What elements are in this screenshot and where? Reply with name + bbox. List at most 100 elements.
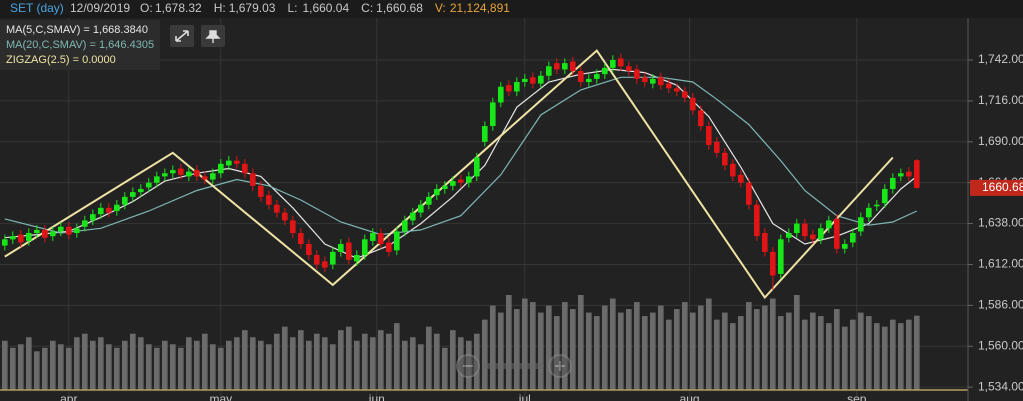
- candle-body: [170, 170, 176, 174]
- volume-bar: [554, 316, 560, 390]
- candle-body: [914, 160, 920, 188]
- candle-body: [258, 185, 264, 197]
- candle-body: [234, 160, 240, 164]
- candle-body: [162, 173, 168, 177]
- volume-bar: [370, 337, 376, 390]
- candle-body: [802, 223, 808, 237]
- volume-bar: [114, 347, 120, 390]
- candle-body: [58, 226, 64, 232]
- volume-bar: [658, 305, 664, 390]
- volume-bar: [514, 309, 520, 390]
- volume-bar: [298, 330, 304, 390]
- legend-entry: MA(5,C,SMAV) = 1,668.3840: [6, 24, 148, 36]
- volume-bar: [194, 340, 200, 390]
- candle-body: [106, 207, 112, 213]
- volume-bar: [282, 326, 288, 390]
- candle-body: [594, 74, 600, 79]
- candle-body: [866, 207, 872, 218]
- symbol: SET (day): [10, 1, 64, 15]
- volume-bar: [106, 344, 112, 390]
- candle-body: [554, 63, 560, 70]
- volume-bar: [146, 344, 152, 390]
- volume-bar: [210, 344, 216, 390]
- volume-bar: [434, 333, 440, 390]
- candle-body: [146, 182, 152, 188]
- y-tick-label: 1,690.00: [978, 134, 1023, 148]
- candle-body: [66, 226, 72, 235]
- volume-bar: [490, 305, 496, 390]
- volume-bar: [906, 319, 912, 390]
- candle-body: [578, 71, 584, 83]
- candle-body: [514, 82, 520, 92]
- candle-body: [466, 176, 472, 183]
- volume-bar: [738, 316, 744, 390]
- candle-body: [386, 242, 392, 252]
- candle-body: [378, 233, 384, 245]
- volume-bar: [626, 309, 632, 390]
- candle-body: [770, 251, 776, 276]
- y-tick-label: 1,638.00: [978, 216, 1023, 230]
- volume-bar: [674, 309, 680, 390]
- candle-body: [570, 61, 576, 72]
- indicator-line: [4, 49, 894, 300]
- volume-bar: [138, 337, 144, 390]
- candle-body: [242, 163, 248, 174]
- candle-body: [674, 88, 680, 92]
- y-axis: 1,534.00 1,560.00 1,586.00 1,612.00 1,638.00…: [968, 52, 1023, 393]
- volume-bar: [714, 319, 720, 390]
- volume-bar: [634, 302, 640, 390]
- candle-body: [314, 255, 320, 265]
- candle-body: [18, 234, 24, 243]
- volume-bar: [314, 333, 320, 390]
- scroll-widget[interactable]: [456, 354, 572, 378]
- volume-bar: [258, 340, 264, 390]
- volume-bar: [290, 337, 296, 390]
- scroll-track[interactable]: [484, 363, 544, 369]
- candle-body: [290, 220, 296, 234]
- legend-entry: MA(20,C,SMAV) = 1,646.4305: [6, 39, 154, 51]
- candle-body: [562, 63, 568, 70]
- quote-header: SET (day) 12/09/2019 O: 1,678.32 H: 1,679.0…: [10, 1, 510, 15]
- volume-bar: [162, 340, 168, 390]
- quote-label: O:: [140, 1, 153, 15]
- quote-label: L:: [287, 1, 297, 15]
- x-tick-label: may: [209, 392, 232, 401]
- candle-body: [506, 85, 512, 92]
- volume-bar: [362, 333, 368, 390]
- candle-body: [618, 58, 624, 67]
- volume-bar: [746, 302, 752, 390]
- volume-bar: [802, 319, 808, 390]
- volume-bar: [882, 326, 888, 390]
- volume-bar: [610, 298, 616, 390]
- candle-body: [826, 220, 832, 229]
- volume-bar: [594, 316, 600, 390]
- candle-body: [34, 229, 40, 234]
- candle-body: [602, 67, 608, 75]
- volume-bar: [666, 319, 672, 390]
- candle-body: [882, 188, 888, 204]
- candle-body: [858, 217, 864, 232]
- volume-bar: [874, 323, 880, 390]
- candle-layer: [2, 53, 920, 290]
- volume-bar: [690, 312, 696, 390]
- volume-bar: [586, 312, 592, 390]
- volume-bar: [10, 347, 16, 390]
- candle-body: [74, 228, 80, 234]
- quote-label: V:: [435, 1, 446, 15]
- candle-body: [658, 77, 664, 86]
- volume-bar: [58, 344, 64, 390]
- volume-bar: [226, 340, 232, 390]
- volume-bar: [170, 344, 176, 390]
- candle-body: [90, 214, 96, 221]
- volume-bar: [730, 323, 736, 390]
- candle-body: [778, 239, 784, 274]
- candle-body: [442, 185, 448, 189]
- candle-body: [898, 173, 904, 177]
- volume-bar: [394, 323, 400, 390]
- volume-bar: [442, 347, 448, 390]
- x-tick-label: sep: [847, 392, 867, 401]
- volume-bar: [706, 298, 712, 390]
- volume-bar: [898, 323, 904, 390]
- volume-bar: [786, 312, 792, 390]
- candle-body: [474, 157, 480, 177]
